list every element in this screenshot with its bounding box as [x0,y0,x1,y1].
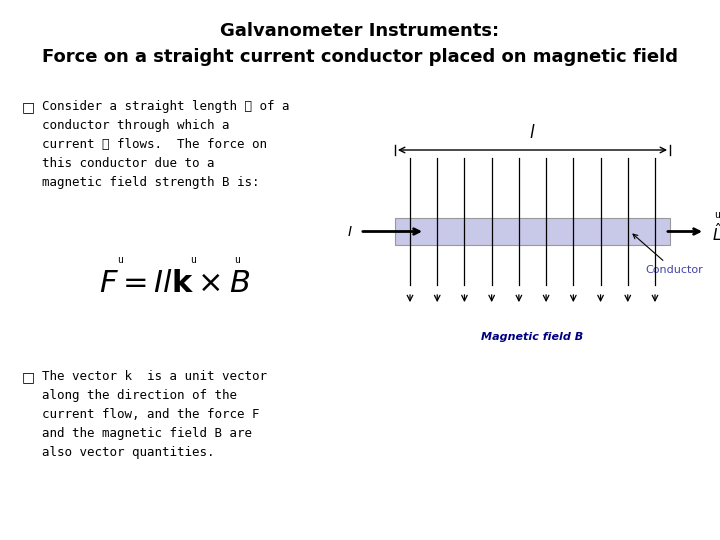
Bar [395,218,670,245]
Text: current ℓ flows.  The force on: current ℓ flows. The force on [42,138,267,151]
Text: current flow, and the force F: current flow, and the force F [42,408,259,421]
Text: Galvanometer Instruments:: Galvanometer Instruments: [220,22,500,40]
Text: along the direction of the: along the direction of the [42,389,237,402]
Text: conductor through which a: conductor through which a [42,119,230,132]
Text: this conductor due to a: this conductor due to a [42,157,215,170]
Text: u: u [234,255,240,265]
Text: The vector k  is a unit vector: The vector k is a unit vector [42,370,267,383]
Text: Conductor: Conductor [633,234,703,275]
Text: u: u [190,255,196,265]
Text: $F = Il\mathbf{k} \times B$: $F = Il\mathbf{k} \times B$ [99,268,251,299]
Text: □: □ [22,370,35,384]
Text: $\it{l}$: $\it{l}$ [529,124,536,142]
Text: $I$: $I$ [347,225,353,239]
Text: and the magnetic field B are: and the magnetic field B are [42,427,252,440]
Text: Magnetic field B: Magnetic field B [482,332,584,342]
Text: $\hat{L}$: $\hat{L}$ [712,222,720,245]
Text: Force on a straight current conductor placed on magnetic field: Force on a straight current conductor pl… [42,48,678,66]
Text: □: □ [22,100,35,114]
Text: also vector quantities.: also vector quantities. [42,446,215,459]
Text: Consider a straight length ℓ of a: Consider a straight length ℓ of a [42,100,289,113]
Text: u: u [714,210,720,219]
Text: u: u [117,255,123,265]
Text: magnetic field strength B is:: magnetic field strength B is: [42,176,259,189]
